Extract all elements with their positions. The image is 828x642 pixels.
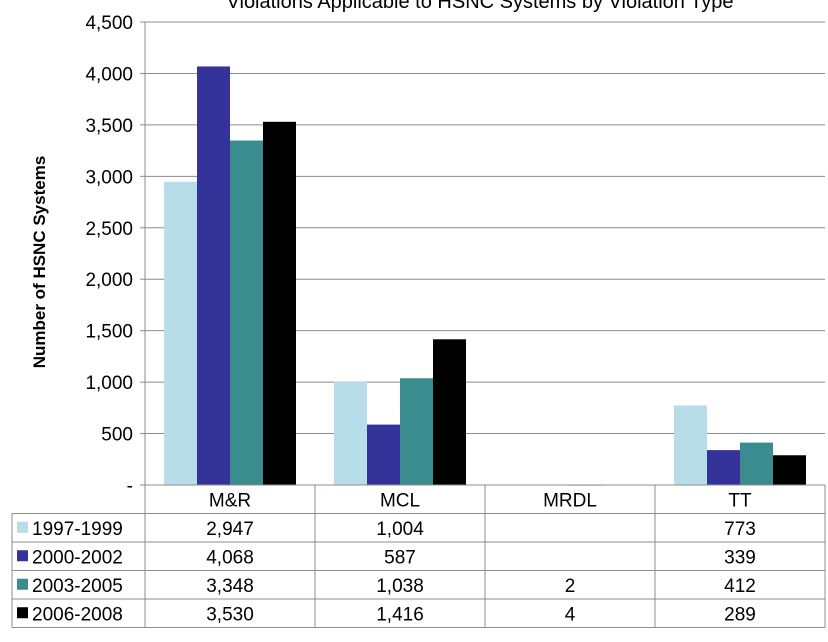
legend-label: 2000-2002 — [32, 547, 123, 568]
bar — [197, 66, 230, 485]
y-tick-label: 1,500 — [85, 322, 133, 343]
bar — [367, 424, 400, 485]
y-axis-label: Number of HSNC Systems — [30, 156, 49, 369]
data-label: 289 — [724, 604, 756, 625]
data-label: 3,348 — [206, 576, 254, 597]
bar — [400, 378, 433, 485]
bar — [773, 455, 806, 485]
x-tick-label: TT — [728, 490, 752, 511]
data-label: 773 — [724, 519, 756, 540]
chart-title: Violations Applicable to HSNC Systems by… — [227, 0, 734, 13]
bar — [740, 442, 773, 485]
y-tick-label: 4,000 — [85, 64, 133, 85]
bar — [164, 181, 197, 485]
bar — [433, 339, 466, 485]
x-tick-label: MCL — [380, 490, 420, 511]
y-tick-label: 3,000 — [85, 167, 133, 188]
legend-label: 1997-1999 — [32, 519, 123, 540]
data-label: 1,038 — [376, 576, 424, 597]
data-label: 412 — [724, 576, 756, 597]
x-tick-label: M&R — [209, 490, 251, 511]
y-tick-label: 3,500 — [85, 116, 133, 137]
data-label: 4,068 — [206, 547, 254, 568]
y-ticks: - 500 1,000 1,500 2,000 2,500 3,000 3,500 4,000 4… — [85, 13, 145, 497]
x-tick-label: MRDL — [543, 490, 597, 511]
data-label: 4 — [565, 604, 576, 625]
data-label: 2 — [565, 576, 576, 597]
y-tick-label: 500 — [101, 425, 133, 446]
legend-swatch — [17, 607, 28, 619]
bars — [164, 66, 806, 486]
data-table: M&R MCL MRDL TT 1997-1999 2,947 1,004 773 2000-2… — [11, 484, 826, 628]
data-label: 1,416 — [376, 604, 424, 625]
y-tick-label: 1,000 — [85, 373, 133, 394]
data-label: 2,947 — [206, 519, 254, 540]
legend-swatch — [17, 550, 28, 562]
bar — [263, 121, 296, 486]
data-label: 587 — [384, 547, 416, 568]
legend-swatch — [17, 521, 28, 533]
y-tick-label: 2,500 — [85, 219, 133, 240]
data-label: 1,004 — [376, 519, 424, 540]
bar — [230, 140, 263, 485]
bar — [334, 381, 367, 485]
y-tick-label: 2,000 — [85, 270, 133, 291]
legend-label: 2003-2005 — [32, 576, 123, 597]
legend-label: 2006-2008 — [32, 604, 123, 625]
bar — [674, 405, 707, 485]
data-label: 3,530 — [206, 604, 254, 625]
bar — [707, 450, 740, 485]
legend-swatch — [17, 578, 28, 590]
y-tick-label: - — [127, 476, 133, 497]
data-label: 339 — [724, 547, 756, 568]
y-tick-label: 4,500 — [85, 13, 133, 34]
